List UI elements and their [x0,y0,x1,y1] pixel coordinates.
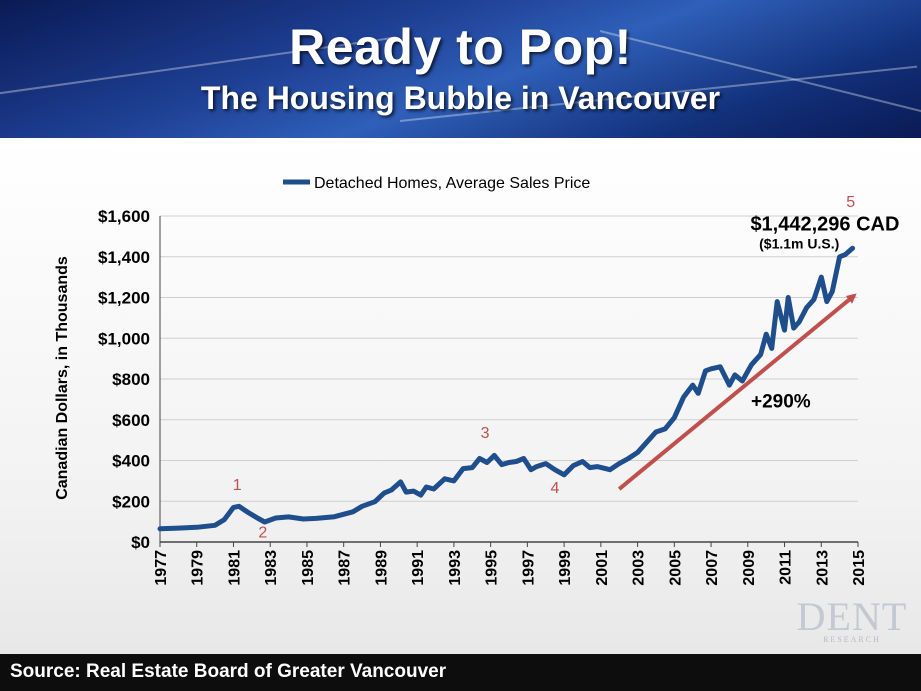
series-line [157,245,855,532]
x-tick-label: 1991 [410,550,427,586]
marker-number-label: 1 [233,477,242,494]
annotation-label: +290% [751,392,811,413]
y-tick-label: $1,200 [98,289,150,308]
x-tick-label: 2001 [594,550,611,586]
page-title: Ready to Pop! [289,19,632,75]
y-axis-label: Canadian Dollars, in Thousands [54,256,71,500]
footer-bar: Source: Real Estate Board of Greater Van… [0,654,921,691]
header-banner: Ready to Pop! The Housing Bubble in Vanc… [0,0,921,138]
y-tick-labels: $0 $200 $400 $600 $800 $1,000 $1,200 $1,400 $1,6… [98,207,150,552]
y-tick-label: $400 [112,452,150,471]
marker-number-label: 2 [258,525,267,542]
legend-label: Detached Homes, Average Sales Price [314,175,590,192]
x-tick-label: 1977 [153,550,170,586]
x-tick-label: 1983 [263,550,280,586]
x-tick-label: 2015 [851,550,868,586]
y-tick-label: $1,000 [98,329,150,348]
annotation-label: $1,442,296 CAD [750,213,899,235]
x-tick-label: 2009 [741,550,758,586]
marker-number-label: 3 [481,425,490,442]
y-tick-label: $1,400 [98,248,150,267]
logo-subtext: RESEARCH [823,635,881,644]
x-tick-label: 2007 [704,550,721,586]
x-tick-label: 1989 [373,550,390,586]
trend-arrow [617,293,857,491]
x-tick-label: 2011 [778,550,795,585]
logo-text: DENT [797,594,908,639]
x-tick-label: 2013 [814,550,831,586]
x-tick-label: 1985 [300,550,317,586]
marker-number-label: 5 [846,194,855,211]
x-tick-label: 1979 [190,550,207,586]
x-tick-label: 2005 [667,550,684,586]
marker-number-label: 4 [550,480,559,497]
x-tick-label: 1993 [447,550,464,586]
line-chart: $0 $200 $400 $600 $800 $1,000 $1,200 $1,400 $1,6… [54,175,908,644]
x-tick-label: 2003 [631,550,648,586]
x-tick-label: 1999 [557,550,574,586]
page-subtitle: The Housing Bubble in Vancouver [200,80,721,116]
grid-lines [160,215,858,543]
axes [159,216,859,547]
x-tick-labels: 1977 1979 1981 1983 1985 1987 1989 1991 1993 1995… [153,550,868,586]
y-tick-label: $0 [131,533,150,552]
legend: Detached Homes, Average Sales Price [283,175,590,192]
source-note: Source: Real Estate Board of Greater Van… [10,661,447,682]
x-tick-label: 1995 [484,550,501,586]
x-tick-label: 1981 [226,550,243,586]
x-tick-label: 1997 [520,550,537,586]
y-tick-label: $800 [112,370,150,389]
y-tick-label: $200 [112,492,150,511]
y-tick-label: $600 [112,411,150,430]
annotation-label: ($1.1m U.S.) [759,236,839,252]
series-group [157,245,855,532]
y-tick-label: $1,600 [98,207,150,226]
chart-panel: $0 $200 $400 $600 $800 $1,000 $1,200 $1,400 $1,6… [0,138,921,654]
x-tick-label: 1987 [337,550,354,586]
annotations: 1 2 3 4 5 $1,442,296 CAD($1.1m U.S.) +290% [233,194,900,542]
dent-research-logo: DENT RESEARCH [797,594,908,644]
